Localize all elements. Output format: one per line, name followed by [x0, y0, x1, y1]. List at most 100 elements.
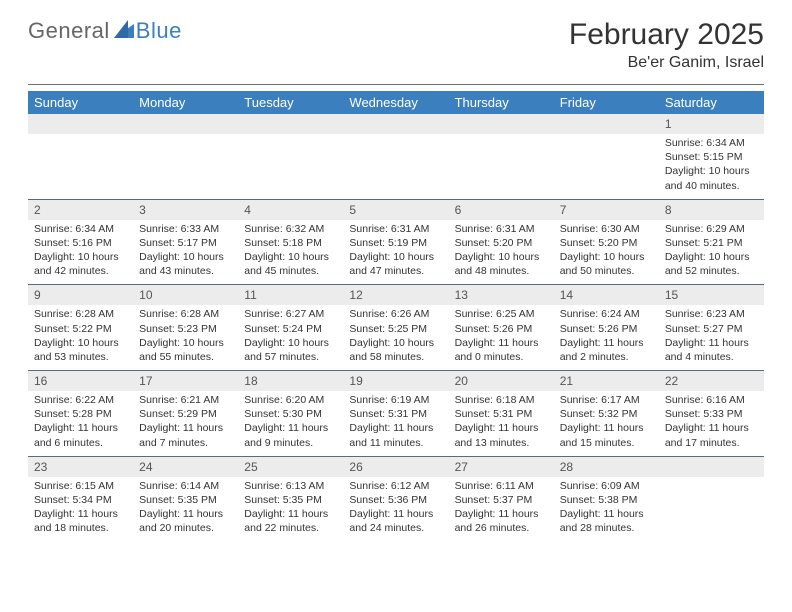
daylight-text: Daylight: 11 hours	[560, 336, 653, 350]
sunrise-text: Sunrise: 6:22 AM	[34, 393, 127, 407]
daylight-text-2: and 4 minutes.	[665, 350, 758, 364]
daylight-text: Daylight: 11 hours	[349, 421, 442, 435]
day-number-cell: 19	[343, 371, 448, 392]
day-detail-cell: Sunrise: 6:25 AMSunset: 5:26 PMDaylight:…	[449, 305, 554, 370]
day-number-cell: 27	[449, 456, 554, 477]
day-header: Thursday	[449, 91, 554, 114]
day-number-cell: 28	[554, 456, 659, 477]
sunrise-text: Sunrise: 6:29 AM	[665, 222, 758, 236]
daylight-text-2: and 24 minutes.	[349, 521, 442, 535]
sunset-text: Sunset: 5:26 PM	[455, 322, 548, 336]
day-header: Monday	[133, 91, 238, 114]
sunrise-text: Sunrise: 6:31 AM	[455, 222, 548, 236]
sunset-text: Sunset: 5:38 PM	[560, 493, 653, 507]
sunset-text: Sunset: 5:26 PM	[560, 322, 653, 336]
daylight-text-2: and 20 minutes.	[139, 521, 232, 535]
day-number-cell: 15	[659, 285, 764, 306]
daylight-text-2: and 57 minutes.	[244, 350, 337, 364]
week-daynum-row: 232425262728	[28, 456, 764, 477]
sunset-text: Sunset: 5:28 PM	[34, 407, 127, 421]
sunset-text: Sunset: 5:33 PM	[665, 407, 758, 421]
day-detail-cell: Sunrise: 6:30 AMSunset: 5:20 PMDaylight:…	[554, 220, 659, 285]
day-detail-cell: Sunrise: 6:31 AMSunset: 5:19 PMDaylight:…	[343, 220, 448, 285]
daylight-text: Daylight: 10 hours	[34, 336, 127, 350]
daylight-text: Daylight: 10 hours	[139, 336, 232, 350]
sunrise-text: Sunrise: 6:19 AM	[349, 393, 442, 407]
sunset-text: Sunset: 5:31 PM	[349, 407, 442, 421]
sunset-text: Sunset: 5:21 PM	[665, 236, 758, 250]
day-detail-cell: Sunrise: 6:27 AMSunset: 5:24 PMDaylight:…	[238, 305, 343, 370]
day-detail-cell: Sunrise: 6:28 AMSunset: 5:22 PMDaylight:…	[28, 305, 133, 370]
day-detail-cell	[238, 134, 343, 199]
day-detail-cell: Sunrise: 6:32 AMSunset: 5:18 PMDaylight:…	[238, 220, 343, 285]
logo-text-general: General	[28, 18, 110, 44]
daylight-text: Daylight: 11 hours	[560, 421, 653, 435]
day-number-cell: 1	[659, 114, 764, 134]
daylight-text-2: and 22 minutes.	[244, 521, 337, 535]
day-detail-cell: Sunrise: 6:14 AMSunset: 5:35 PMDaylight:…	[133, 477, 238, 542]
sunrise-text: Sunrise: 6:28 AM	[34, 307, 127, 321]
daylight-text-2: and 40 minutes.	[665, 179, 758, 193]
week-daynum-row: 2345678	[28, 199, 764, 220]
day-number-cell: 25	[238, 456, 343, 477]
day-number-cell: 23	[28, 456, 133, 477]
day-detail-cell	[133, 134, 238, 199]
sunset-text: Sunset: 5:34 PM	[34, 493, 127, 507]
sunrise-text: Sunrise: 6:28 AM	[139, 307, 232, 321]
day-detail-cell: Sunrise: 6:20 AMSunset: 5:30 PMDaylight:…	[238, 391, 343, 456]
daylight-text: Daylight: 10 hours	[665, 164, 758, 178]
sunrise-text: Sunrise: 6:31 AM	[349, 222, 442, 236]
sunset-text: Sunset: 5:25 PM	[349, 322, 442, 336]
daylight-text-2: and 26 minutes.	[455, 521, 548, 535]
day-detail-cell: Sunrise: 6:22 AMSunset: 5:28 PMDaylight:…	[28, 391, 133, 456]
day-number-cell: 4	[238, 199, 343, 220]
day-number-cell	[554, 114, 659, 134]
day-number-cell: 21	[554, 371, 659, 392]
sunrise-text: Sunrise: 6:30 AM	[560, 222, 653, 236]
daylight-text-2: and 58 minutes.	[349, 350, 442, 364]
daylight-text-2: and 11 minutes.	[349, 436, 442, 450]
day-detail-cell	[343, 134, 448, 199]
day-detail-cell	[554, 134, 659, 199]
week-detail-row: Sunrise: 6:34 AMSunset: 5:15 PMDaylight:…	[28, 134, 764, 199]
day-detail-cell: Sunrise: 6:13 AMSunset: 5:35 PMDaylight:…	[238, 477, 343, 542]
sunset-text: Sunset: 5:23 PM	[139, 322, 232, 336]
week-daynum-row: 9101112131415	[28, 285, 764, 306]
daylight-text-2: and 7 minutes.	[139, 436, 232, 450]
day-number-cell: 16	[28, 371, 133, 392]
page-title: February 2025	[569, 18, 764, 52]
sunset-text: Sunset: 5:15 PM	[665, 150, 758, 164]
daylight-text: Daylight: 10 hours	[244, 336, 337, 350]
sunset-text: Sunset: 5:31 PM	[455, 407, 548, 421]
sunrise-text: Sunrise: 6:24 AM	[560, 307, 653, 321]
day-number-cell: 5	[343, 199, 448, 220]
daylight-text: Daylight: 11 hours	[665, 421, 758, 435]
daylight-text: Daylight: 10 hours	[139, 250, 232, 264]
sunset-text: Sunset: 5:37 PM	[455, 493, 548, 507]
sunset-text: Sunset: 5:29 PM	[139, 407, 232, 421]
day-detail-cell	[449, 134, 554, 199]
week-detail-row: Sunrise: 6:15 AMSunset: 5:34 PM Daylight:…	[28, 477, 764, 542]
day-detail-cell	[659, 477, 764, 542]
calendar-body: 1Sunrise: 6:34 AMSunset: 5:15 PMDaylight…	[28, 114, 764, 541]
sunrise-text: Sunrise: 6:15 AM	[34, 479, 127, 493]
daylight-text-2: and 0 minutes.	[455, 350, 548, 364]
daylight-text: Daylight: 11 hours	[349, 507, 442, 521]
sunset-text: Sunset: 5:19 PM	[349, 236, 442, 250]
day-number-cell	[659, 456, 764, 477]
day-number-cell: 14	[554, 285, 659, 306]
day-number-cell: 13	[449, 285, 554, 306]
day-detail-cell: Sunrise: 6:19 AMSunset: 5:31 PMDaylight:…	[343, 391, 448, 456]
daylight-text-2: and 45 minutes.	[244, 264, 337, 278]
day-header: Saturday	[659, 91, 764, 114]
day-number-cell	[238, 114, 343, 134]
day-detail-cell: Sunrise: 6:28 AMSunset: 5:23 PMDaylight:…	[133, 305, 238, 370]
sunrise-text: Sunrise: 6:26 AM	[349, 307, 442, 321]
page-subtitle: Be'er Ganim, Israel	[569, 54, 764, 72]
sunset-text: Sunset: 5:35 PM	[139, 493, 232, 507]
day-header: Sunday	[28, 91, 133, 114]
logo-mark-icon	[114, 18, 134, 44]
day-number-cell: 17	[133, 371, 238, 392]
logo: General Blue	[28, 18, 182, 44]
logo-text-blue: Blue	[136, 18, 182, 44]
